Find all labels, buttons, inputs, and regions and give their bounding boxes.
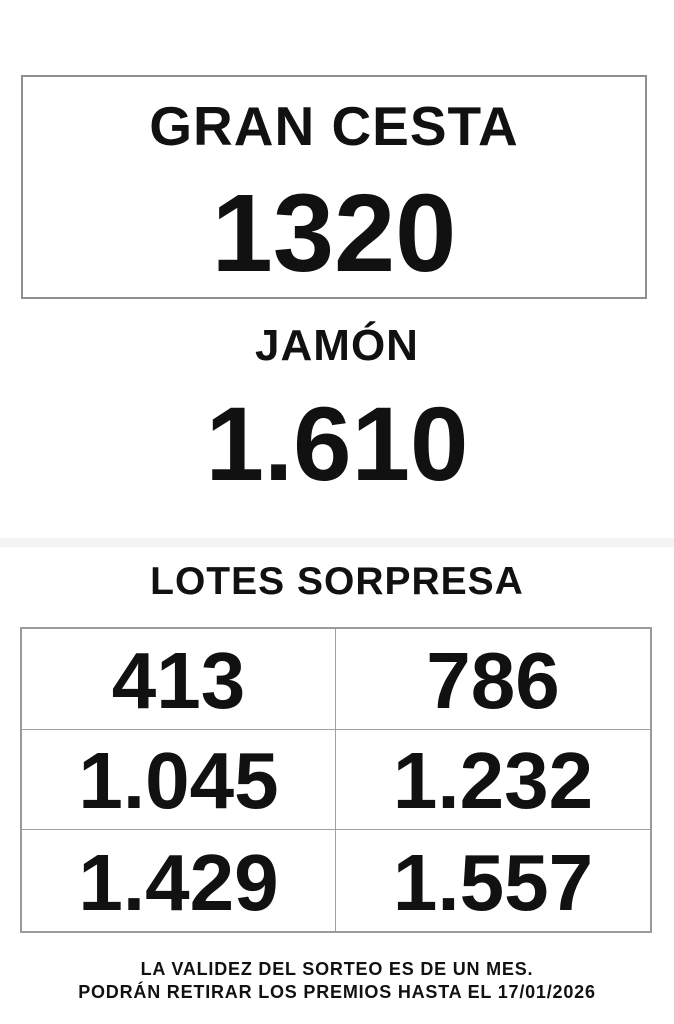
jamon-title: JAMÓN: [255, 321, 419, 370]
gran-cesta-box: GRAN CESTA 1320: [21, 75, 647, 299]
validity-notice-line1: LA VALIDEZ DEL SORTEO ES DE UN MES.: [140, 959, 534, 979]
section-divider: [0, 538, 674, 547]
lotes-number-cell: 1.557: [392, 837, 594, 927]
lotes-number-cell: 413: [22, 629, 336, 730]
lotes-number-cell: 1.232: [336, 730, 650, 831]
lotes-sorpresa-table: 413 786 1.045 1.232 1.429 1.557: [20, 627, 652, 933]
gran-cesta-title: GRAN CESTA: [149, 95, 519, 157]
validity-notice: LA VALIDEZ DEL SORTEO ES DE UN MES. PODR…: [0, 958, 674, 1004]
lotes-number-cell: 786: [336, 629, 650, 730]
jamon-number: 1.610: [205, 386, 469, 503]
gran-cesta-number: 1320: [211, 172, 457, 295]
lotes-number-cell: 1.045: [22, 729, 336, 831]
validity-notice-line2: PODRÁN RETIRAR LOS PREMIOS HASTA EL 17/0…: [78, 982, 596, 1002]
lotes-sorpresa-title: LOTES SORPRESA: [150, 560, 524, 603]
lotes-number-cell: 1.429: [22, 830, 336, 931]
